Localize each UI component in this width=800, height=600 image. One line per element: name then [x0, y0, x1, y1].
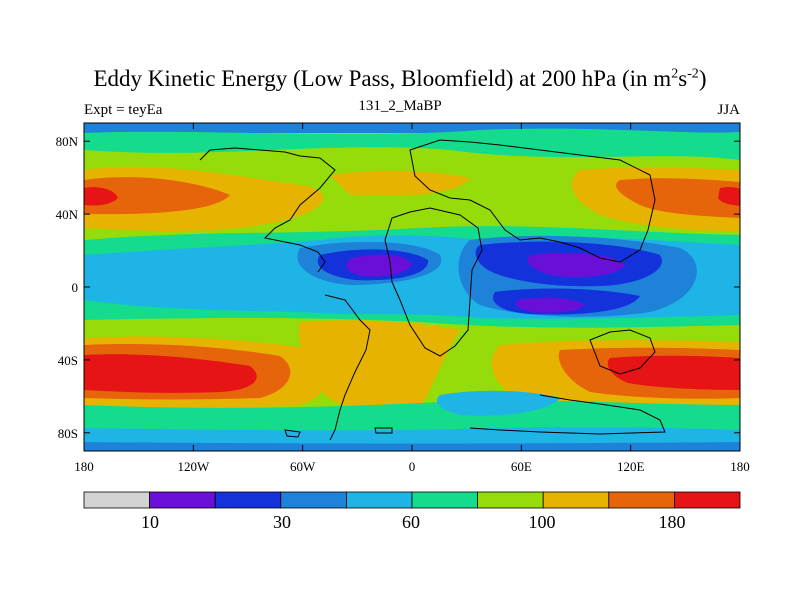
coast-antarctica [469, 394, 666, 435]
sh-jet-red-e [607, 355, 740, 390]
nh-jet-red-w [84, 187, 118, 206]
title-sup1: 2 [671, 66, 679, 82]
colorbar-box [83, 491, 150, 509]
coast-australia [589, 329, 656, 375]
coast-north-america [199, 147, 336, 273]
y-tick-label: 80S [58, 426, 78, 441]
coast-island-2 [374, 427, 393, 434]
sh-cyan-patch [436, 390, 560, 416]
nh-jet-orange-w [84, 177, 230, 215]
min-purple-ind [527, 252, 625, 278]
x-tick-label: 60W [290, 459, 316, 474]
nh-jet-yellow-c [330, 170, 470, 197]
title-sup2: -2 [687, 66, 699, 82]
coast-africa [384, 207, 483, 357]
season-label: JJA [717, 102, 740, 118]
colorbar-box [280, 491, 347, 509]
colorbar-label: 10 [141, 512, 159, 532]
y-tick-label: 80N [56, 134, 79, 149]
colorbar-box [214, 491, 282, 509]
x-tick-label: 180 [730, 459, 750, 474]
title-end: ) [698, 66, 707, 91]
colorbar-box [345, 491, 413, 509]
colorbar-box [542, 491, 610, 509]
chart-subtitle: 131_2_MaBP [358, 98, 442, 114]
min-purple-atl [346, 254, 412, 277]
colorbar-box [477, 491, 544, 509]
coast-island-1 [284, 429, 301, 438]
sh-yellow-africa [298, 320, 460, 421]
x-tick-label: 120E [617, 459, 645, 474]
x-tick-label: 120W [177, 459, 210, 474]
y-axis: 80N 40N 0 40S 80S [56, 134, 740, 441]
experiment-label: Expt = teyEa [84, 102, 163, 118]
x-tick-label: 0 [409, 459, 416, 474]
min-purple-ind-s [515, 297, 585, 313]
colorbar-box [674, 491, 741, 509]
x-tick-label: 180 [74, 459, 94, 474]
colorbar-label: 60 [402, 512, 420, 532]
colorbar-label: 180 [659, 512, 686, 532]
contour-field [84, 123, 740, 451]
coast-eurasia [409, 139, 656, 263]
y-tick-label: 0 [72, 280, 79, 295]
sh-jet-red-w [84, 354, 257, 393]
colorbar-box [608, 491, 675, 509]
y-tick-label: 40S [58, 353, 78, 368]
arctic-band [84, 128, 740, 160]
coastlines [199, 139, 666, 441]
colorbar-label: 30 [273, 512, 291, 532]
chart-title: Eddy Kinetic Energy (Low Pass, Bloomfiel… [0, 66, 800, 92]
colorbar-box [411, 491, 478, 509]
nh-jet-red-e [718, 187, 740, 206]
x-tick-label: 60E [511, 459, 532, 474]
nh-jet-orange-e [616, 178, 740, 218]
x-axis: 180 120W 60W 0 60E 120E 180 [74, 123, 750, 474]
colorbar-label: 100 [529, 512, 556, 532]
title-text: Eddy Kinetic Energy (Low Pass, Bloomfiel… [93, 66, 672, 91]
colorbar: 10 30 60 100 180 [83, 491, 741, 532]
title-mid: s [678, 66, 688, 91]
colorbar-box [149, 491, 216, 509]
coast-south-america [324, 294, 371, 441]
y-tick-label: 40N [56, 207, 79, 222]
